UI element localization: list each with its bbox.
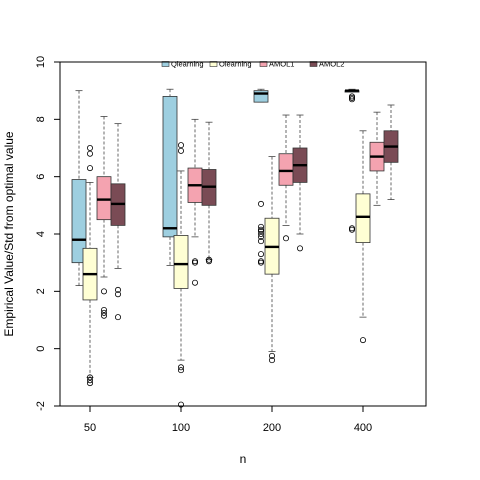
legend-entry: AMOL1 — [259, 60, 294, 69]
outlier-point — [101, 306, 108, 313]
outlier-point — [177, 147, 184, 154]
outlier-point — [257, 228, 264, 235]
outlier-point — [348, 96, 355, 103]
outlier-point — [348, 226, 355, 233]
legend-label: AMOL1 — [269, 60, 294, 69]
plot-frame — [59, 61, 427, 407]
legend-entry: AMOL2 — [309, 60, 344, 69]
outlier-point — [257, 251, 264, 258]
legend-entry: Qlearning — [161, 60, 204, 69]
box-AMOL1-400 — [369, 111, 385, 206]
outlier-point — [191, 279, 198, 286]
outlier-point — [205, 258, 212, 265]
outlier-point — [87, 165, 94, 172]
outlier-point — [257, 238, 264, 245]
y-tick-label: 6 — [35, 174, 47, 180]
outlier-point — [101, 312, 108, 319]
y-tick-label: 8 — [35, 116, 47, 122]
box-AMOL2-100 — [201, 121, 217, 265]
box-AMOL2-400 — [383, 104, 399, 201]
outlier-point — [87, 144, 94, 151]
outlier-point — [257, 233, 264, 240]
iqr-box — [253, 90, 269, 103]
y-tick-label: 4 — [35, 231, 47, 237]
outlier-point — [87, 377, 94, 384]
y-tick-label: -2 — [35, 401, 47, 411]
x-tick-label: 400 — [354, 422, 372, 434]
outlier-point — [115, 286, 122, 293]
iqr-box — [173, 235, 189, 289]
outlier-point — [268, 357, 275, 364]
box-Qlearning-100 — [162, 88, 178, 266]
outlier-point — [257, 259, 264, 266]
x-tick-label: 50 — [84, 422, 96, 434]
outlier-point — [87, 380, 94, 387]
axes: -2 0 2 4 6 8 10 50 100 200 400 — [35, 56, 427, 434]
box-Qlearning-50 — [71, 90, 87, 287]
outlier-point — [87, 374, 94, 381]
iqr-box — [355, 193, 371, 244]
box-AMOL1-100 — [187, 118, 203, 286]
outlier-point — [257, 223, 264, 230]
box-Qlearning-400 — [344, 88, 360, 233]
box-AMOL1-200 — [278, 114, 294, 242]
iqr-box — [278, 153, 294, 186]
box-AMOL2-50 — [110, 123, 126, 321]
outlier-point — [177, 367, 184, 374]
legend-label: AMOL2 — [319, 60, 344, 69]
box-Olearning-50 — [82, 144, 98, 387]
outlier-point — [191, 259, 198, 266]
outlier-point — [177, 364, 184, 371]
x-tick-label: 100 — [172, 422, 190, 434]
y-tick-label: 0 — [35, 346, 47, 352]
iqr-box — [162, 96, 178, 238]
outlier-point — [177, 142, 184, 149]
y-axis-title: Empirical Value/Std from optimal value — [2, 131, 16, 337]
iqr-box — [96, 176, 112, 221]
iqr-box — [71, 179, 87, 264]
box-AMOL2-200 — [292, 114, 308, 252]
outlier-point — [101, 309, 108, 316]
legend-label: Qlearning — [171, 60, 204, 69]
x-tick-label: 200 — [263, 422, 281, 434]
outlier-point — [296, 245, 303, 252]
outlier-point — [359, 337, 366, 344]
box-Olearning-100 — [173, 142, 189, 408]
legend: Qlearning Olearning AMOL1 AMOL2 — [161, 60, 344, 69]
legend-entry: Olearning — [209, 60, 252, 69]
outlier-point — [87, 150, 94, 157]
box-Olearning-400 — [355, 130, 371, 344]
outlier-point — [268, 352, 275, 359]
plot-area — [71, 88, 399, 408]
legend-label: Olearning — [219, 60, 252, 69]
outlier-point — [115, 291, 122, 298]
outlier-point — [257, 230, 264, 237]
outlier-point — [282, 235, 289, 242]
outlier-point — [115, 314, 122, 321]
box-AMOL1-50 — [96, 116, 112, 319]
outlier-point — [257, 200, 264, 207]
outlier-point — [101, 288, 108, 295]
y-tick-label: 10 — [35, 56, 47, 68]
box-Olearning-200 — [264, 156, 280, 364]
y-tick-label: 2 — [35, 288, 47, 294]
x-axis-title: n — [240, 452, 247, 466]
box-Qlearning-200 — [253, 88, 269, 266]
